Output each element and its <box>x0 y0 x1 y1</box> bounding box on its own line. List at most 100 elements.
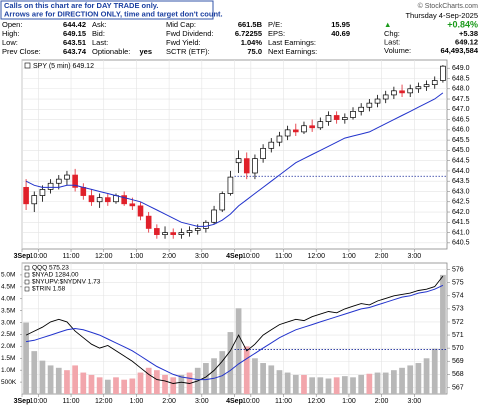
volume-bar <box>235 308 242 394</box>
y-tick-label: 568 <box>452 371 464 378</box>
y2-tick-label: 4.0M <box>1 295 15 302</box>
x-tick-label: 4Sep <box>226 253 243 260</box>
y2-tick-label: 4.5M <box>1 284 15 291</box>
field-value: 643.74 <box>63 47 87 56</box>
volume-bar <box>31 351 38 394</box>
change-pct: +0.84% <box>447 19 478 29</box>
volume-bar <box>252 358 258 394</box>
candle-body <box>309 125 315 129</box>
legend-icon <box>24 279 30 285</box>
x-tick-label: 12:00 <box>307 398 325 405</box>
y2-tick-label: 3.5M <box>1 307 15 314</box>
legend-entry: $TRIN 1.58 <box>32 286 66 293</box>
candle-body <box>407 88 414 94</box>
volume-bar <box>350 377 356 394</box>
volume-bar <box>440 274 446 394</box>
field-label: High: <box>2 29 20 38</box>
volume-bar <box>64 370 70 394</box>
field-label: Last Earnings: <box>268 38 316 47</box>
candle-body <box>284 129 291 137</box>
y-tick-label: 572 <box>452 319 464 326</box>
volume-bar <box>104 379 111 394</box>
volume-bar <box>284 372 291 394</box>
x-tick-label: 1:00 <box>130 253 144 260</box>
candle-body <box>211 209 217 223</box>
field-label: Next Earnings: <box>268 47 317 56</box>
y2-tick-label: 500K <box>1 379 17 386</box>
field-label: Fwd Yield: <box>166 38 201 47</box>
legend-entry: QQQ 575.23 <box>32 265 69 272</box>
x-tick-label: 3:00 <box>195 253 209 260</box>
candle-body <box>137 205 144 217</box>
x-tick-label: 3:00 <box>195 398 209 405</box>
field-label: Prev Close: <box>2 47 41 56</box>
volume-bar <box>333 377 340 394</box>
volume-bar <box>374 372 381 394</box>
volume-bar <box>219 351 226 394</box>
field-label: Optionable: <box>92 47 130 56</box>
y2-tick-label: 5.0M <box>1 272 15 279</box>
y-tick-label: 649.0 <box>452 65 470 72</box>
field-label: Chg: <box>384 29 400 38</box>
field-value: 40.69 <box>331 29 350 38</box>
candle-body <box>268 141 275 149</box>
volume-bar <box>276 370 283 394</box>
volume-bar <box>55 367 62 394</box>
field-label: Last: <box>92 38 108 47</box>
field-value: yes <box>139 47 152 56</box>
y-tick-label: 648.5 <box>452 75 470 82</box>
candle-body <box>292 129 299 133</box>
candle-body <box>47 182 54 190</box>
volume-bar <box>23 322 29 394</box>
volume-bar <box>145 367 152 394</box>
y-tick-label: 644.5 <box>452 158 470 165</box>
volume-bar <box>358 374 365 394</box>
legend-icon <box>24 272 30 278</box>
x-tick-label: 11:00 <box>275 398 292 405</box>
moving-average <box>25 92 444 227</box>
candle-body <box>374 98 381 104</box>
candle-body <box>391 90 397 96</box>
y-tick-label: 571 <box>452 332 464 339</box>
y-tick-label: 569 <box>452 358 464 365</box>
field-value: 6.72255 <box>235 29 262 38</box>
volume-bar <box>268 365 275 394</box>
candle-body <box>325 115 332 122</box>
volume-bar <box>113 377 119 394</box>
notice-box <box>0 0 214 20</box>
volume-bar <box>162 374 168 394</box>
volume-bar <box>309 377 316 394</box>
candle-body <box>342 117 348 120</box>
y-tick-label: 641.5 <box>452 219 470 226</box>
field-label: Bid: <box>92 29 105 38</box>
field-label: Open: <box>2 20 22 29</box>
field-label: Low: <box>2 38 18 47</box>
y-tick-label: 645.5 <box>452 137 470 144</box>
field-value: 64,493,584 <box>440 46 478 55</box>
y-tick-label: 643.5 <box>452 178 470 185</box>
field-value: 644.42 <box>63 20 86 29</box>
y-tick-label: 642.0 <box>452 209 470 216</box>
candle-body <box>276 135 283 143</box>
y-tick-label: 646.5 <box>452 116 470 123</box>
x-tick-label: 2:00 <box>162 398 176 405</box>
candle-body <box>194 228 201 231</box>
volume-bar <box>399 367 405 394</box>
volume-bar <box>211 358 217 394</box>
volume-bar <box>178 374 185 394</box>
legend-entry: $NYAD 1284.00 <box>32 272 79 279</box>
candle-body <box>64 174 70 180</box>
field-label: Volume: <box>384 46 411 55</box>
x-tick-label: 10:00 <box>30 398 48 405</box>
field-label: Mid Cap: <box>166 20 196 29</box>
candle-body <box>260 147 266 159</box>
y2-tick-label: 3.0M <box>1 319 15 326</box>
volume-bar <box>137 372 144 394</box>
candle-body <box>252 158 258 174</box>
x-tick-label: 1:00 <box>342 398 356 405</box>
x-tick-label: 1:00 <box>342 253 356 260</box>
candle-body <box>382 94 389 100</box>
date: Thursday 4-Sep-2025 <box>405 11 478 20</box>
volume-bar <box>80 372 87 394</box>
